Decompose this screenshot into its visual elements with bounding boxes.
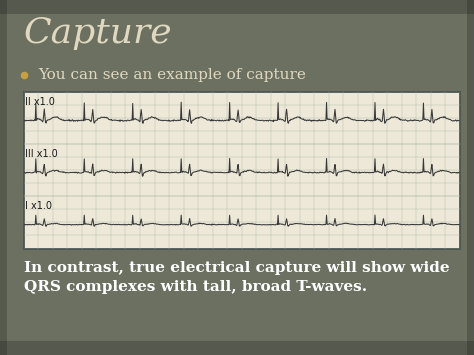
Text: II x1.0: II x1.0 — [25, 97, 55, 106]
Text: In contrast, true electrical capture will show wide
QRS complexes with tall, bro: In contrast, true electrical capture wil… — [24, 261, 449, 294]
Text: You can see an example of capture: You can see an example of capture — [38, 67, 306, 82]
FancyBboxPatch shape — [0, 341, 474, 355]
FancyBboxPatch shape — [0, 0, 7, 355]
Text: I x1.0: I x1.0 — [25, 201, 52, 211]
FancyBboxPatch shape — [0, 0, 474, 14]
FancyBboxPatch shape — [24, 92, 460, 248]
Text: III x1.0: III x1.0 — [25, 149, 58, 159]
Text: Capture: Capture — [24, 16, 173, 50]
FancyBboxPatch shape — [467, 0, 474, 355]
